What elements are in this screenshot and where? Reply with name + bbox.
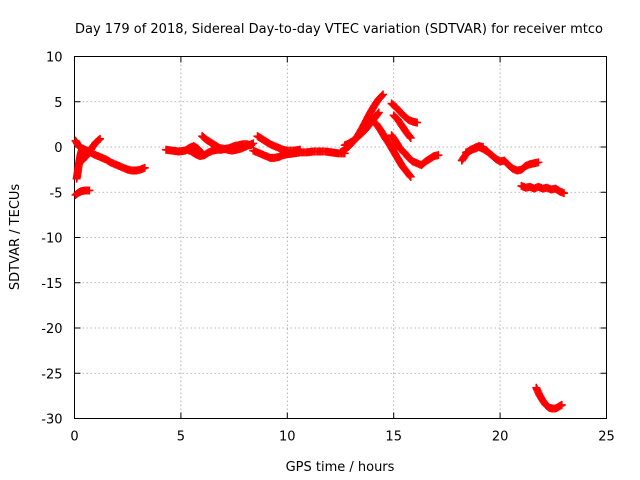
series-s15 bbox=[389, 111, 415, 142]
x-tick-label: 15 bbox=[385, 430, 402, 445]
x-tick-label: 5 bbox=[177, 430, 185, 445]
y-tick-label: -15 bbox=[41, 277, 62, 292]
data-point bbox=[406, 133, 415, 142]
data-point bbox=[434, 151, 443, 160]
data-point bbox=[85, 186, 94, 195]
x-tick-label: 25 bbox=[598, 430, 615, 445]
data-point bbox=[405, 132, 414, 141]
data-point bbox=[96, 134, 105, 143]
series-s18 bbox=[517, 181, 568, 198]
series-s13 bbox=[387, 99, 422, 127]
y-tick-label: -30 bbox=[41, 413, 62, 428]
series-s4 bbox=[79, 134, 105, 164]
chart-title: Day 179 of 2018, Sidereal Day-to-day VTE… bbox=[75, 22, 603, 37]
series-s7 bbox=[198, 132, 258, 155]
x-tick-label: 10 bbox=[279, 430, 296, 445]
data-point bbox=[413, 118, 422, 127]
y-tick-label: -20 bbox=[41, 322, 62, 337]
data-point bbox=[559, 189, 568, 198]
data-point bbox=[296, 145, 305, 154]
y-tick-label: -10 bbox=[41, 232, 62, 247]
data-point bbox=[140, 163, 149, 172]
series-s1 bbox=[71, 186, 94, 199]
data-point bbox=[249, 139, 258, 148]
y-tick-label: -5 bbox=[50, 186, 63, 201]
x-tick-label: 0 bbox=[70, 430, 78, 445]
data-point bbox=[374, 108, 383, 117]
axis-ticks: 0 5 10 15 20 25 10 5 0 -5 -10 -15 -20 -25 -30 bbox=[41, 51, 615, 445]
series-s12 bbox=[364, 113, 415, 181]
data-point bbox=[379, 90, 388, 99]
data-point bbox=[534, 158, 543, 167]
data-point bbox=[479, 143, 488, 151]
data-point bbox=[373, 109, 382, 118]
series-s17 bbox=[462, 142, 488, 157]
series-s19 bbox=[532, 383, 566, 413]
data-point bbox=[94, 135, 103, 144]
y-tick-label: 10 bbox=[46, 51, 63, 66]
data-point bbox=[557, 400, 566, 409]
series-s14 bbox=[387, 131, 443, 170]
series-s3 bbox=[71, 136, 149, 175]
grid bbox=[74, 56, 607, 419]
data-points bbox=[71, 90, 568, 413]
series-s9 bbox=[253, 132, 305, 155]
x-tick-label: 20 bbox=[492, 430, 509, 445]
y-tick-label: 0 bbox=[54, 141, 62, 156]
y-tick-label: -25 bbox=[41, 367, 62, 382]
data-point bbox=[405, 171, 414, 180]
data-point bbox=[377, 91, 386, 100]
y-tick-label: 5 bbox=[54, 96, 62, 111]
y-axis-label: SDTVAR / TECUs bbox=[8, 184, 23, 291]
x-axis-label: GPS time / hours bbox=[286, 460, 395, 475]
data-point bbox=[406, 172, 415, 181]
